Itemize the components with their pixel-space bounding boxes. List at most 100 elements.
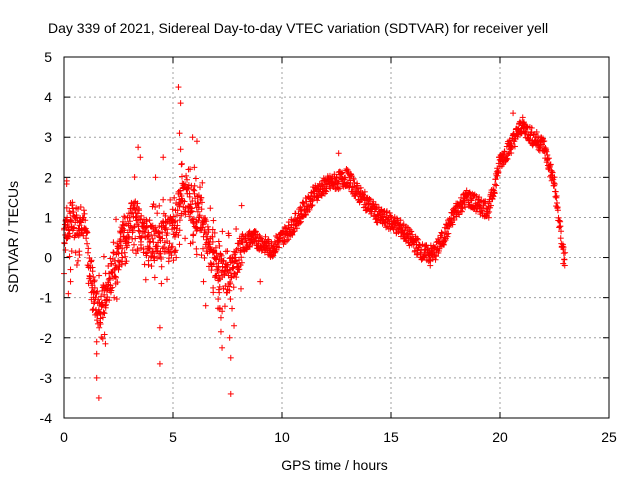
data-point	[438, 234, 445, 241]
data-point	[167, 248, 174, 255]
data-point	[132, 235, 139, 242]
data-point	[213, 272, 220, 279]
data-point	[113, 296, 120, 303]
data-point	[225, 232, 232, 239]
data-point	[182, 211, 189, 218]
data-point	[129, 247, 136, 254]
data-point	[168, 217, 175, 224]
data-point	[114, 279, 121, 286]
data-point	[171, 233, 178, 240]
data-point	[159, 229, 166, 236]
data-point	[491, 190, 498, 197]
data-point	[492, 176, 499, 183]
data-point	[348, 171, 355, 178]
data-point	[554, 207, 561, 214]
data-point	[115, 266, 122, 273]
data-point	[210, 217, 217, 224]
data-point	[177, 146, 184, 153]
data-point	[490, 193, 497, 200]
data-point	[126, 214, 133, 221]
data-point	[238, 254, 245, 261]
data-point	[176, 130, 183, 137]
data-point	[81, 210, 88, 217]
data-point	[191, 182, 198, 189]
x-tick-label: 0	[60, 429, 68, 445]
data-point	[105, 276, 112, 283]
data-point	[459, 208, 466, 215]
data-point	[195, 217, 202, 224]
data-point	[134, 246, 141, 253]
data-point	[131, 241, 138, 248]
data-point	[198, 199, 205, 206]
y-tick-label: 0	[44, 250, 52, 266]
data-point	[77, 204, 84, 211]
data-point	[154, 210, 161, 217]
data-point	[193, 245, 200, 252]
data-point	[167, 196, 174, 203]
data-point	[322, 181, 329, 188]
x-tick-label: 15	[383, 429, 399, 445]
data-point	[122, 253, 129, 260]
data-point	[152, 224, 159, 231]
data-point	[189, 134, 196, 141]
data-point	[558, 228, 565, 235]
data-point	[238, 285, 245, 292]
data-point	[193, 251, 200, 258]
data-point	[112, 273, 119, 280]
data-point	[191, 164, 198, 171]
data-point	[227, 296, 234, 303]
data-point	[233, 225, 240, 232]
y-tick-label: 1	[44, 209, 52, 225]
data-point	[553, 192, 560, 199]
y-tick-label: 2	[44, 169, 52, 185]
data-point	[473, 193, 480, 200]
data-point	[84, 229, 91, 236]
data-point	[200, 245, 207, 252]
data-point	[172, 247, 179, 254]
data-point	[309, 196, 316, 203]
data-point	[229, 265, 236, 272]
data-point	[129, 227, 136, 234]
data-point	[67, 278, 74, 285]
data-point	[309, 202, 316, 209]
data-point	[123, 258, 130, 265]
data-point	[388, 215, 395, 222]
data-point	[68, 248, 75, 255]
data-point	[413, 251, 420, 258]
data-point	[131, 174, 138, 181]
data-point	[297, 218, 304, 225]
data-point	[528, 124, 535, 131]
data-point	[82, 217, 89, 224]
data-point	[207, 205, 214, 212]
data-point	[96, 324, 103, 331]
data-point	[131, 224, 138, 231]
data-point	[133, 213, 140, 220]
data-point	[95, 296, 102, 303]
data-point	[66, 233, 73, 240]
data-point	[557, 235, 564, 242]
y-tick-label: 3	[44, 129, 52, 145]
data-point	[102, 302, 109, 309]
data-point	[168, 252, 175, 259]
data-point	[231, 322, 238, 329]
data-point	[190, 186, 197, 193]
data-point	[96, 319, 103, 326]
data-point	[190, 232, 197, 239]
data-point	[288, 224, 295, 231]
data-point	[508, 144, 515, 151]
data-point	[104, 294, 111, 301]
data-point	[91, 277, 98, 284]
data-point	[189, 239, 196, 246]
data-point	[203, 218, 210, 225]
data-point	[219, 344, 226, 351]
y-tick-label: -4	[40, 410, 53, 426]
data-point	[175, 232, 182, 239]
data-point	[262, 233, 269, 240]
data-point	[119, 245, 126, 252]
data-point	[193, 138, 200, 145]
data-point	[511, 143, 518, 150]
data-point	[159, 235, 166, 242]
data-point	[160, 154, 167, 161]
data-point	[83, 235, 90, 242]
data-point	[75, 257, 82, 264]
